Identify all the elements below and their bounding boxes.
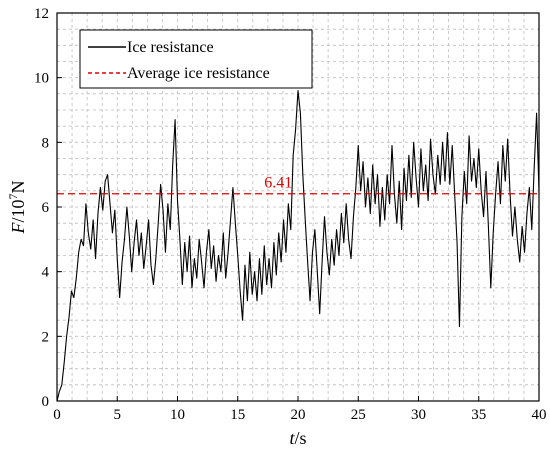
y-tick-label: 6 xyxy=(42,200,50,216)
y-tick-label: 10 xyxy=(34,71,49,87)
x-tick-label: 30 xyxy=(411,407,426,423)
x-tick-label: 15 xyxy=(230,407,245,423)
series-line-ice-resistance xyxy=(56,90,540,402)
legend: Ice resistance Average ice resistance xyxy=(79,29,313,89)
x-tick-label: 20 xyxy=(291,407,306,423)
x-tick-label: 10 xyxy=(170,407,185,423)
y-tick-label: 2 xyxy=(42,329,50,345)
legend-label-average-ice-resistance: Average ice resistance xyxy=(127,65,270,82)
x-tick-label: 35 xyxy=(471,407,486,423)
y-tick-label: 12 xyxy=(34,6,49,22)
x-axis-title: t/s xyxy=(289,428,306,448)
y-tick-label: 8 xyxy=(42,135,50,151)
legend-box xyxy=(79,29,313,89)
legend-label-ice-resistance: Ice resistance xyxy=(127,39,214,56)
x-tick-label: 5 xyxy=(114,407,122,423)
x-tick-label: 40 xyxy=(532,407,547,423)
y-tick-label: 4 xyxy=(42,265,50,281)
series-layer xyxy=(56,90,540,402)
x-tick-label: 0 xyxy=(53,407,61,423)
reference-line-layer: 6.41 xyxy=(57,175,539,195)
y-tick-label: 0 xyxy=(42,394,50,410)
axis-ticks: 0 5 10 15 20 25 30 35 40 0 2 4 6 8 10 12 xyxy=(34,6,547,423)
x-tick-label: 25 xyxy=(351,407,366,423)
average-value-label: 6.41 xyxy=(264,175,292,192)
y-axis-title: F/107N xyxy=(6,180,28,234)
